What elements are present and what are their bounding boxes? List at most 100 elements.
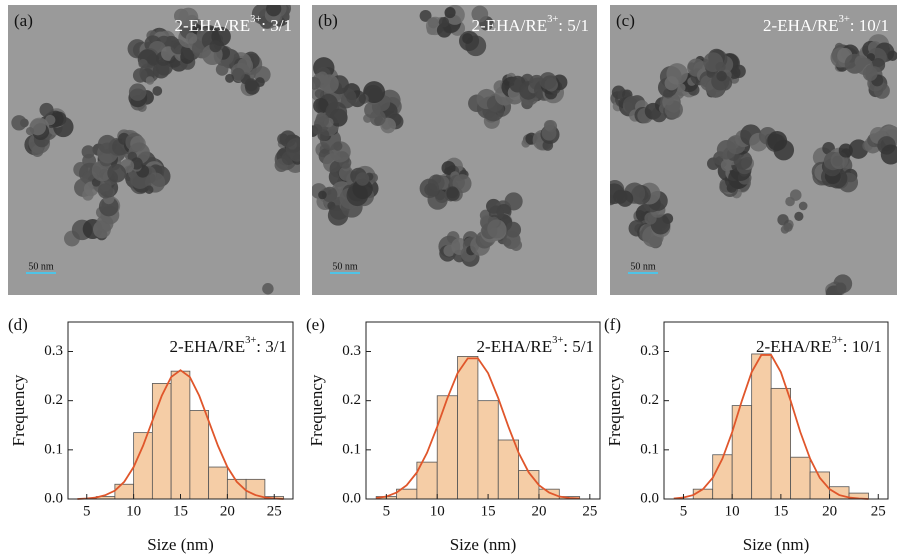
particle [312, 76, 321, 90]
y-tick-label: 0.2 [44, 392, 63, 408]
particle [855, 57, 873, 75]
scale-bar-label: 50 nm [630, 261, 656, 272]
particle [613, 189, 628, 204]
image-caption: 2-EHA/RE3+: 3/1 [175, 15, 292, 35]
y-tick-label: 0.3 [44, 343, 63, 359]
bar [538, 488, 560, 500]
particle [471, 5, 489, 23]
particle [611, 85, 626, 99]
x-tick-label: 25 [871, 503, 886, 519]
particle [539, 72, 557, 90]
image-caption-rest: : 3/1 [261, 16, 292, 35]
particle [441, 160, 456, 175]
panel-label: (e) [306, 315, 325, 334]
x-tick-label: 10 [126, 503, 141, 519]
particle [510, 239, 523, 251]
particle [794, 211, 804, 221]
chart-title: 2-EHA/RE3+: 3/1 [170, 336, 287, 356]
bar [189, 410, 210, 500]
particle [434, 189, 446, 201]
particle [132, 68, 148, 83]
particles [312, 5, 568, 267]
particle [462, 33, 473, 44]
bar [518, 470, 540, 500]
particle [363, 81, 386, 104]
particle [285, 138, 300, 160]
panel-label: (d) [8, 315, 28, 334]
particle [147, 53, 160, 66]
bar [133, 432, 153, 500]
image-caption-base: 2-EHA/RE [472, 16, 548, 35]
particle [503, 238, 512, 247]
x-tick-label: 15 [481, 503, 496, 519]
particle [321, 186, 338, 203]
x-tick-label: 5 [680, 503, 688, 519]
chart-title-base: 2-EHA/RE [477, 337, 553, 356]
particle [209, 40, 222, 53]
particle [446, 187, 460, 201]
bar [151, 383, 172, 500]
fit-curve [376, 357, 580, 500]
bar [170, 370, 191, 500]
particle [225, 73, 235, 83]
fit-curve [673, 354, 869, 500]
image-caption-rest: : 10/1 [850, 16, 889, 35]
image-caption-sup: 3+ [839, 15, 850, 26]
y-tick-label: 0.0 [640, 490, 659, 506]
chart-title: 2-EHA/RE3+: 10/1 [756, 336, 882, 356]
y-tick-label: 0.1 [44, 441, 63, 457]
particle [676, 83, 686, 93]
x-tick-label: 10 [725, 503, 740, 519]
chart-title-rest: : 3/1 [256, 337, 287, 356]
x-axis-label: Size (nm) [147, 535, 214, 554]
particle [438, 17, 450, 28]
panel-label: (c) [616, 11, 635, 30]
particle [716, 70, 727, 82]
particle [318, 190, 327, 200]
image-caption-base: 2-EHA/RE [175, 16, 251, 35]
particle [798, 201, 808, 211]
bar [712, 454, 733, 500]
image-caption: 2-EHA/RE3+: 10/1 [763, 15, 889, 35]
particle [834, 282, 847, 295]
particle [488, 205, 505, 221]
particle [144, 185, 154, 195]
bar [477, 400, 499, 500]
particle [145, 76, 155, 85]
x-axis-label: Size (nm) [450, 535, 517, 554]
x-tick-label: 5 [83, 503, 91, 519]
y-tick-label: 0.1 [640, 441, 659, 457]
panel-label: (a) [14, 11, 33, 30]
particle [39, 102, 54, 117]
particle [107, 163, 127, 183]
particle [504, 192, 523, 211]
y-axis-label: Frequency [307, 374, 326, 446]
x-axis-label: Size (nm) [743, 535, 810, 554]
particle [215, 63, 229, 76]
bar [436, 395, 458, 500]
image-caption-base: 2-EHA/RE [763, 16, 839, 35]
fit-curve [77, 369, 284, 500]
particle [25, 127, 35, 136]
bar [731, 405, 753, 500]
particle [664, 76, 679, 91]
x-tick-label: 25 [582, 503, 597, 519]
particle [315, 113, 330, 128]
particle [783, 222, 793, 232]
bar [497, 439, 520, 500]
image-caption: 2-EHA/RE3+: 5/1 [472, 15, 589, 35]
image-caption-rest: : 5/1 [558, 16, 589, 35]
x-tick-label: 10 [430, 503, 445, 519]
chart-title-sup: 3+ [245, 336, 256, 347]
particle [312, 123, 323, 135]
y-tick-label: 0.0 [342, 490, 361, 506]
particle [887, 50, 897, 61]
bar [790, 456, 811, 500]
x-tick-label: 15 [773, 503, 788, 519]
scale-bar-label: 50 nm [28, 261, 54, 272]
particle [128, 83, 147, 101]
image-caption-sup: 3+ [547, 15, 558, 26]
chart-title-rest: : 5/1 [563, 337, 594, 356]
y-tick-label: 0.1 [342, 441, 361, 457]
